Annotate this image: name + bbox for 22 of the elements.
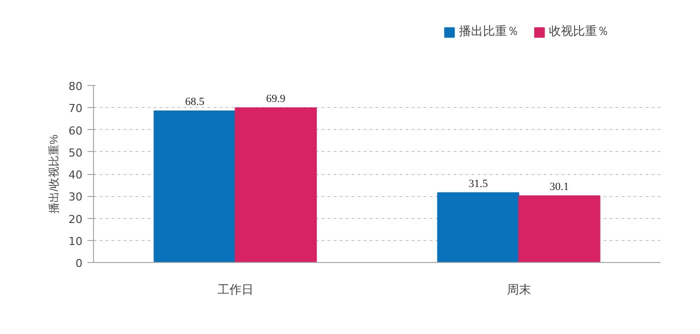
y-tick-label: 50 bbox=[68, 146, 83, 160]
y-tick-label: 80 bbox=[68, 80, 83, 93]
legend-label: 播出比重％ bbox=[459, 23, 519, 40]
y-tick-label: 30 bbox=[68, 190, 83, 204]
y-tick-label: 10 bbox=[68, 234, 83, 248]
y-tick-label: 0 bbox=[76, 257, 82, 270]
bar bbox=[234, 107, 317, 262]
data-label: 31.5 bbox=[468, 178, 488, 190]
bar bbox=[437, 192, 520, 262]
y-tick-label: 70 bbox=[68, 102, 83, 116]
legend-label: 收视比重％ bbox=[549, 23, 609, 40]
x-tick-label: 工作日 bbox=[217, 282, 254, 296]
y-tick-label: 60 bbox=[68, 124, 83, 138]
bar bbox=[154, 110, 236, 262]
y-axis-title: 播出/收视比重% bbox=[48, 134, 61, 214]
bar bbox=[518, 195, 600, 262]
x-tick-label: 周末 bbox=[506, 282, 531, 296]
y-tick-label: 40 bbox=[68, 168, 83, 182]
data-label: 69.9 bbox=[266, 92, 286, 105]
y-tick-label: 20 bbox=[68, 212, 83, 226]
data-label: 30.1 bbox=[550, 180, 569, 193]
data-label: 68.5 bbox=[185, 96, 205, 108]
